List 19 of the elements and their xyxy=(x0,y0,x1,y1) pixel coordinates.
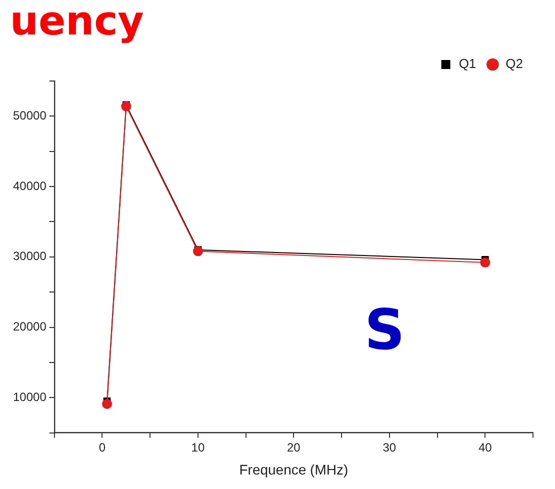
y-tick-label: 20000 xyxy=(12,320,47,334)
y-tick-label: 40000 xyxy=(12,178,47,193)
x-tick-label: 0 xyxy=(98,440,106,454)
y-tick-label: 10000 xyxy=(12,390,47,404)
y-tick-label: 50000 xyxy=(12,108,47,122)
x-tick-label: 30 xyxy=(382,440,396,454)
legend-label: Q2 xyxy=(506,56,523,72)
point xyxy=(121,101,132,112)
legend-label: Q1 xyxy=(458,56,476,72)
point xyxy=(192,246,203,256)
x-axis-title: Frequence (MHz) xyxy=(239,461,348,478)
chart-title: uency xyxy=(10,0,144,44)
annotation: S xyxy=(364,298,405,363)
x-tick-label: 40 xyxy=(478,440,492,454)
x-tick-label: 20 xyxy=(287,440,301,454)
point xyxy=(102,398,112,409)
point xyxy=(480,258,490,268)
x-tick-label: 10 xyxy=(191,440,205,454)
y-tick-label: 30000 xyxy=(12,249,47,264)
